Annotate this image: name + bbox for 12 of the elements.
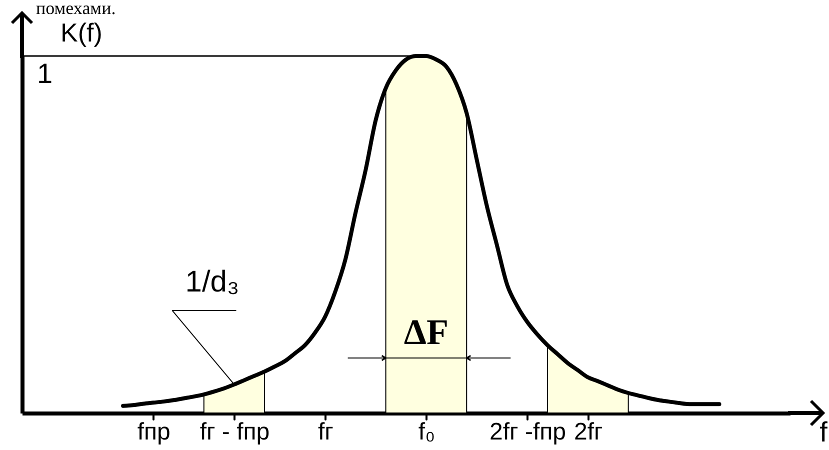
x-tick-label: 2fг -fпр (490, 418, 566, 446)
x-tick-label: f₀ (418, 418, 436, 446)
x-tick-label: fпр (137, 418, 170, 446)
x-tick-label: fг - fпр (200, 418, 270, 446)
text: помехами. (36, 0, 116, 18)
annotation: 1/d₃ (185, 265, 240, 298)
x-axis-title: f (820, 416, 828, 448)
annotation: ΔF (404, 312, 448, 352)
y-axis-title: K(f) (60, 18, 102, 48)
x-tick-label: fг (318, 418, 334, 446)
x-tick-label: 2fг (574, 418, 604, 446)
ref-line-label: 1 (37, 58, 53, 89)
